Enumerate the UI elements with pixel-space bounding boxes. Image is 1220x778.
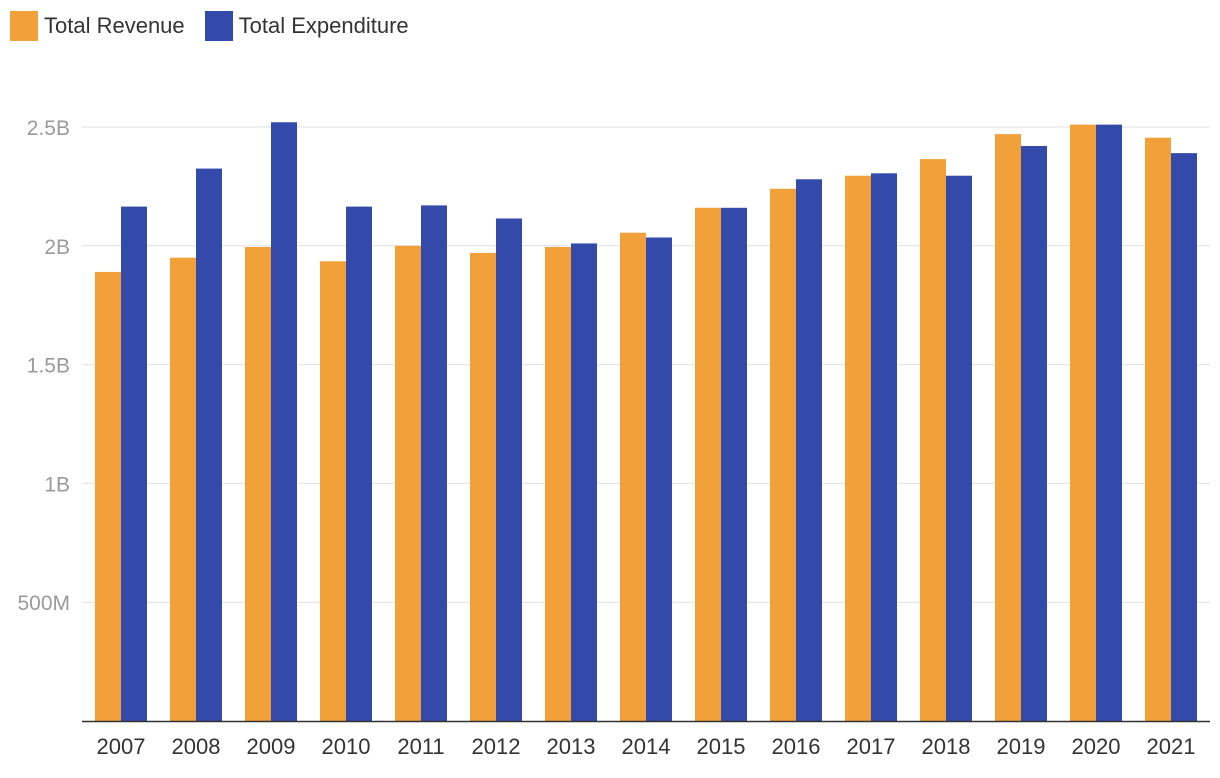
x-tick-label-2018: 2018: [922, 734, 971, 759]
x-tick-label-2020: 2020: [1072, 734, 1121, 759]
bar-revenue-2019: [995, 134, 1021, 722]
bar-expenditure-2016: [796, 179, 822, 722]
x-tick-label-2015: 2015: [697, 734, 746, 759]
x-tick-label-2016: 2016: [772, 734, 821, 759]
x-tick-label-2014: 2014: [622, 734, 671, 759]
x-tick-label-2017: 2017: [847, 734, 896, 759]
x-tick-label-2009: 2009: [247, 734, 296, 759]
x-tick-label-2007: 2007: [97, 734, 146, 759]
bar-revenue-2008: [170, 257, 196, 721]
bar-revenue-2013: [545, 246, 571, 721]
x-tick-label-2010: 2010: [322, 734, 371, 759]
legend: Total Revenue Total Expenditure: [10, 11, 429, 41]
x-tick-label-2013: 2013: [547, 734, 596, 759]
bar-expenditure-2010: [346, 206, 372, 721]
bar-revenue-2007: [95, 271, 121, 721]
bar-expenditure-2019: [1021, 146, 1047, 721]
bar-expenditure-2013: [571, 243, 597, 721]
bar-revenue-2017: [845, 175, 871, 721]
bar-revenue-2020: [1070, 124, 1096, 721]
bar-expenditure-2009: [271, 122, 297, 722]
y-tick-label-2: 1.5B: [27, 355, 70, 378]
bar-revenue-2009: [245, 246, 271, 721]
bar-expenditure-2014: [646, 237, 672, 721]
x-tick-label-2008: 2008: [172, 734, 221, 759]
x-tick-label-2019: 2019: [997, 734, 1046, 759]
legend-label-revenue: Total Revenue: [44, 13, 185, 38]
legend-swatch-revenue: [10, 11, 38, 41]
bar-revenue-2011: [395, 245, 421, 722]
y-tick-label-1: 1B: [44, 473, 70, 496]
x-tick-label-2011: 2011: [397, 734, 444, 759]
bar-revenue-2014: [620, 232, 646, 721]
bar-revenue-2015: [695, 207, 721, 721]
x-tick-label-2012: 2012: [472, 734, 521, 759]
bar-expenditure-2017: [871, 173, 897, 721]
bar-revenue-2010: [320, 261, 346, 721]
y-tick-label-3: 2B: [44, 236, 70, 259]
bar-expenditure-2012: [496, 218, 522, 721]
x-tick-label-2021: 2021: [1147, 734, 1196, 759]
bar-expenditure-2007: [121, 206, 147, 721]
bar-revenue-2021: [1145, 137, 1171, 721]
legend-swatch-expenditure: [204, 11, 233, 41]
bar-revenue-2018: [920, 159, 946, 722]
bar-revenue-2012: [470, 252, 496, 722]
y-tick-label-4: 2.5B: [27, 117, 70, 140]
bar-expenditure-2021: [1171, 153, 1197, 722]
legend-item-expenditure: Total Expenditure: [204, 11, 409, 41]
bar-expenditure-2015: [721, 207, 747, 721]
bar-expenditure-2008: [196, 168, 222, 721]
legend-label-expenditure: Total Expenditure: [238, 13, 409, 38]
bar-expenditure-2020: [1096, 124, 1122, 721]
y-tick-label-0: 500M: [17, 592, 70, 615]
bar-expenditure-2018: [946, 175, 972, 721]
legend-item-revenue: Total Revenue: [10, 11, 185, 41]
bar-expenditure-2011: [421, 205, 447, 721]
bar-revenue-2016: [770, 188, 796, 721]
